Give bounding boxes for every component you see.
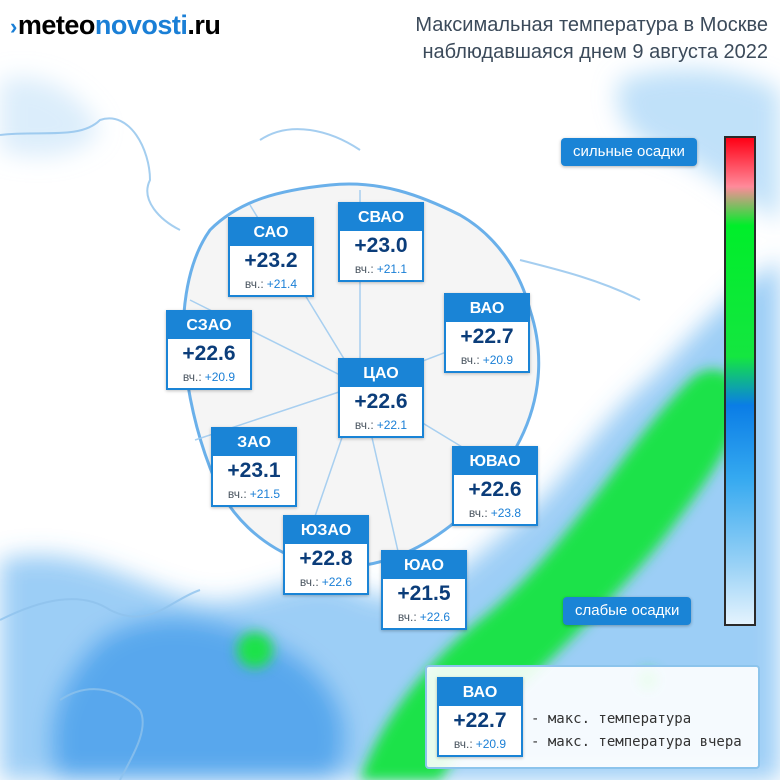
scale-label-light: слабые осадки bbox=[563, 597, 692, 625]
district-temp: +23.2 bbox=[244, 249, 298, 272]
district-name: САО bbox=[230, 219, 312, 246]
legend-max-temp-yesterday-desc: - макс. температура вчера bbox=[531, 734, 742, 750]
district-temp: +21.5 bbox=[397, 582, 451, 605]
district-yesterday: вч.: +21.5 bbox=[227, 487, 281, 501]
legend-sample-card: ВАО +22.7 вч.: +20.9 bbox=[437, 677, 523, 757]
map-title: Максимальная температура в Москве наблюд… bbox=[415, 12, 768, 66]
district-yesterday: вч.: +20.9 bbox=[182, 370, 236, 384]
logo-mark-icon: › bbox=[10, 14, 17, 39]
district-card-yuvao: ЮВАО +22.6 вч.: +23.8 bbox=[452, 446, 538, 526]
district-temp: +22.6 bbox=[354, 390, 408, 413]
district-yesterday: вч.: +21.4 bbox=[244, 277, 298, 291]
district-temp: +22.8 bbox=[299, 547, 353, 570]
district-card-zao: ЗАО +23.1 вч.: +21.5 bbox=[211, 427, 297, 507]
district-card-yuzao: ЮЗАО +22.8 вч.: +22.6 bbox=[283, 515, 369, 595]
site-logo: ›meteonovosti.ru bbox=[10, 10, 221, 40]
scale-label-heavy: сильные осадки bbox=[561, 138, 697, 166]
district-yesterday: вч.: +23.8 bbox=[468, 506, 522, 520]
title-line-1: Максимальная температура в Москве bbox=[415, 14, 768, 36]
district-name: ЮАО bbox=[383, 552, 465, 579]
district-name: ЗАО bbox=[213, 429, 295, 456]
title-line-2: наблюдавшаяся днем 9 августа 2022 bbox=[422, 41, 768, 63]
legend-sample-name: ВАО bbox=[439, 679, 521, 706]
district-card-svao: СВАО +23.0 вч.: +21.1 bbox=[338, 202, 424, 282]
district-card-szao: СЗАО +22.6 вч.: +20.9 bbox=[166, 310, 252, 390]
district-yesterday: вч.: +21.1 bbox=[354, 262, 408, 276]
legend-max-temp-desc: - макс. температура bbox=[531, 711, 692, 727]
district-temp: +22.6 bbox=[468, 478, 522, 501]
district-temp: +23.1 bbox=[227, 459, 281, 482]
district-card-vao: ВАО +22.7 вч.: +20.9 bbox=[444, 293, 530, 373]
district-name: ЦАО bbox=[340, 360, 422, 387]
region-borders bbox=[0, 117, 641, 780]
district-name: ВАО bbox=[446, 295, 528, 322]
district-card-cao: ЦАО +22.6 вч.: +22.1 bbox=[338, 358, 424, 438]
legend-sample-temp: +22.7 bbox=[453, 709, 507, 732]
district-name: СЗАО bbox=[168, 312, 250, 339]
district-card-yuao: ЮАО +21.5 вч.: +22.6 bbox=[381, 550, 467, 630]
district-yesterday: вч.: +20.9 bbox=[460, 353, 514, 367]
district-yesterday: вч.: +22.1 bbox=[354, 418, 408, 432]
district-yesterday: вч.: +22.6 bbox=[299, 575, 353, 589]
legend-sample-yesterday: вч.: +20.9 bbox=[453, 737, 507, 751]
district-name: ЮЗАО bbox=[285, 517, 367, 544]
light-precipitation-area bbox=[0, 69, 780, 780]
district-yesterday: вч.: +22.6 bbox=[397, 610, 451, 624]
district-name: СВАО bbox=[340, 204, 422, 231]
precipitation-scale-bar bbox=[724, 136, 756, 626]
district-card-sao: САО +23.2 вч.: +21.4 bbox=[228, 217, 314, 297]
district-temp: +22.6 bbox=[182, 342, 236, 365]
district-name: ЮВАО bbox=[454, 448, 536, 475]
district-temp: +22.7 bbox=[460, 325, 514, 348]
district-temp: +23.0 bbox=[354, 234, 408, 257]
